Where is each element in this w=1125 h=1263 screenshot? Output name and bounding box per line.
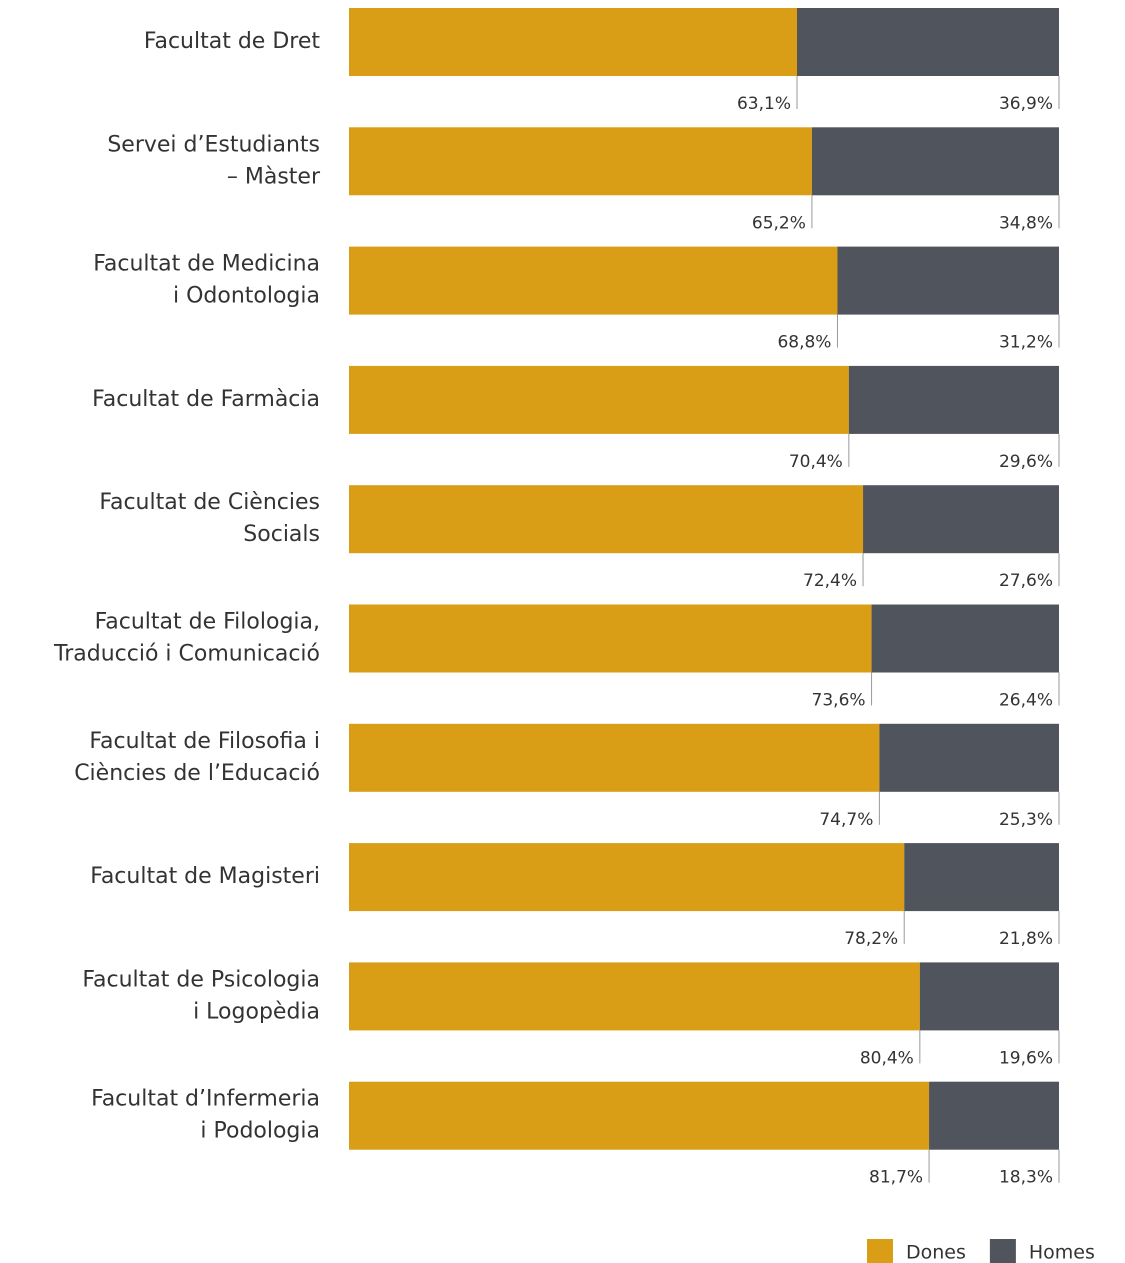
category-label: Facultat de Ciències — [99, 490, 320, 515]
category-label: Facultat de Dret — [144, 29, 321, 54]
bar-segment — [929, 1081, 1059, 1150]
value-label: 27,6% — [999, 571, 1053, 591]
legend-swatch — [989, 1239, 1016, 1263]
category-label: Facultat de Farmàcia — [92, 387, 320, 412]
value-label: 19,6% — [999, 1048, 1053, 1068]
category-label: Servei d’Estudiants — [107, 132, 320, 157]
bar-segment — [837, 246, 1059, 315]
category-label: Facultat de Filologia, — [95, 610, 320, 635]
legend-swatch — [867, 1239, 893, 1263]
category-label: Facultat d’Infermeria — [91, 1087, 320, 1112]
category-label: Traducció i Comunicació — [53, 642, 320, 667]
category-label: Ciències de l’Educació — [74, 761, 320, 786]
bar-segment — [349, 604, 872, 673]
value-label: 72,4% — [803, 571, 857, 591]
category-label: Socials — [243, 522, 320, 547]
value-label: 73,6% — [812, 691, 866, 711]
bar-segment — [879, 723, 1059, 792]
value-label: 78,2% — [844, 929, 898, 949]
bar-segment — [797, 8, 1059, 76]
value-label: 18,3% — [999, 1168, 1053, 1188]
category-label: Facultat de Filosofia i — [89, 729, 320, 754]
value-label: 74,7% — [819, 810, 873, 830]
bar-segment — [349, 365, 849, 434]
bar-segment — [349, 8, 798, 76]
category-label: i Podologia — [200, 1119, 320, 1144]
category-label: Facultat de Magisteri — [90, 864, 320, 889]
category-label: Facultat de Psicologia — [82, 967, 320, 992]
value-label: 29,6% — [999, 452, 1053, 472]
bar-segment — [349, 962, 920, 1031]
bar-segment — [349, 723, 880, 792]
value-label: 25,3% — [999, 810, 1053, 830]
bar-segment — [349, 843, 905, 912]
value-label: 31,2% — [999, 333, 1053, 353]
value-label: 65,2% — [752, 213, 806, 233]
category-label: – Màster — [227, 164, 321, 189]
value-label: 68,8% — [777, 333, 831, 353]
bar-segment — [349, 127, 812, 196]
legend-label: Homes — [1029, 1242, 1095, 1263]
bar-segment — [349, 485, 864, 554]
bar-segment — [871, 604, 1059, 673]
category-label: Facultat de Medicina — [93, 252, 320, 277]
bar-segment — [349, 1081, 930, 1150]
bar-segment — [848, 365, 1059, 434]
bar-segment — [811, 127, 1059, 196]
bar-segment — [904, 843, 1059, 912]
value-label: 26,4% — [999, 691, 1053, 711]
category-label: i Logopèdia — [193, 999, 320, 1024]
bar-segment — [863, 485, 1059, 554]
value-label: 34,8% — [999, 213, 1053, 233]
value-label: 63,1% — [737, 94, 791, 114]
category-label: i Odontologia — [173, 284, 320, 309]
bar-segment — [919, 962, 1059, 1031]
value-label: 36,9% — [999, 94, 1053, 114]
value-label: 81,7% — [869, 1168, 923, 1188]
value-label: 80,4% — [860, 1048, 914, 1068]
value-label: 70,4% — [789, 452, 843, 472]
legend-label: Dones — [906, 1242, 966, 1263]
bar-segment — [349, 246, 838, 315]
value-label: 21,8% — [999, 929, 1053, 949]
